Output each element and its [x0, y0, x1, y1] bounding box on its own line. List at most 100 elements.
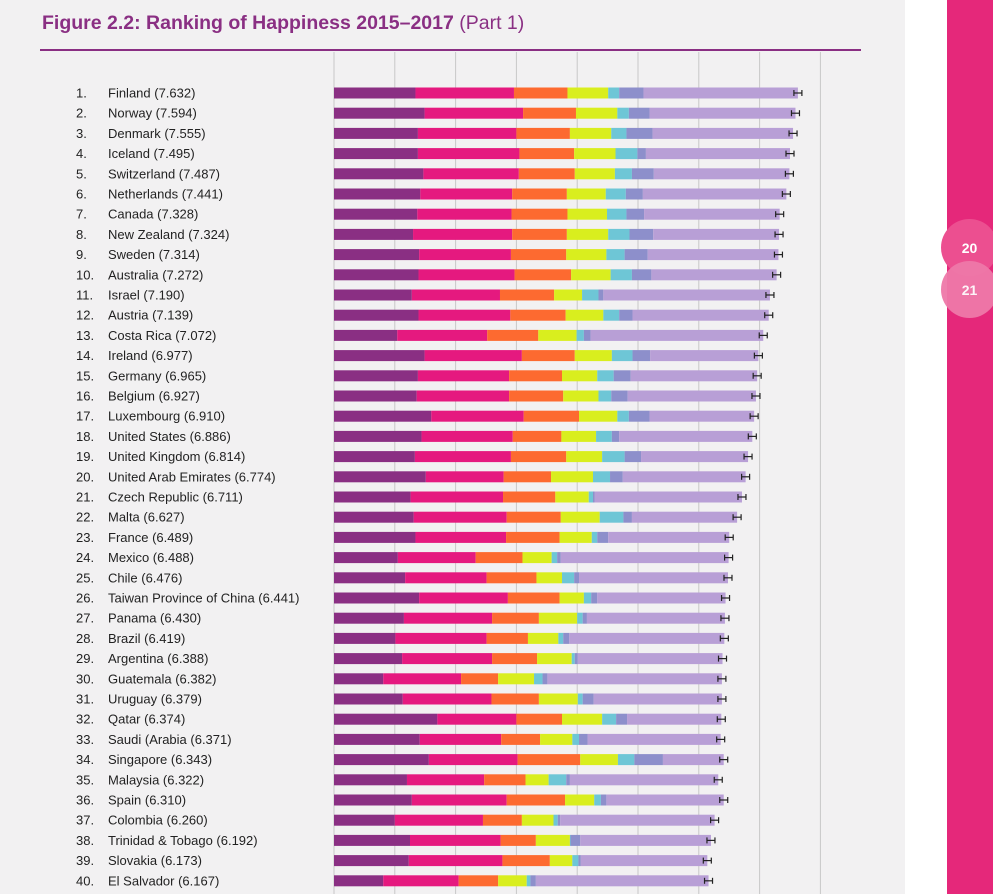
- bar-segment: [580, 754, 618, 766]
- bar-segment: [570, 834, 581, 846]
- bar-segment: [563, 390, 599, 402]
- bar-segment: [631, 168, 654, 180]
- bar-segment: [525, 774, 549, 786]
- bar-segment: [562, 713, 603, 725]
- bar-segment: [645, 148, 790, 160]
- bar-segment: [650, 350, 759, 362]
- bar-segment: [566, 249, 607, 261]
- page-side-bar: [947, 0, 993, 894]
- bar-segment: [562, 370, 598, 382]
- bar-segment: [506, 511, 561, 523]
- rank-number: 18.: [76, 429, 94, 444]
- bar-segment: [503, 491, 556, 503]
- bar-segment: [334, 632, 396, 644]
- bar-segment: [608, 531, 730, 543]
- country-label: Spain (6.310): [108, 793, 186, 808]
- bar-segment: [579, 410, 618, 422]
- bar-segment: [519, 148, 575, 160]
- bar-segment: [394, 814, 483, 826]
- bar-segment: [597, 531, 609, 543]
- bar-segment: [624, 451, 642, 463]
- bar-segment: [566, 774, 570, 786]
- bar-segment: [334, 814, 395, 826]
- bar-segment: [334, 531, 416, 543]
- rank-number: 27.: [76, 611, 94, 626]
- bar-segment: [571, 269, 611, 281]
- bar-segment: [569, 774, 719, 786]
- country-label: Qatar (6.374): [108, 712, 185, 727]
- country-label: Czech Republic (6.711): [108, 490, 243, 505]
- bar-segment: [513, 87, 568, 99]
- bar-segment: [598, 390, 612, 402]
- bar-segment: [500, 834, 536, 846]
- bar-segment: [522, 552, 552, 564]
- bar-segment: [553, 814, 558, 826]
- country-label: Panama (6.430): [108, 611, 201, 626]
- bar-segment: [395, 632, 487, 644]
- bar-segment: [606, 208, 627, 220]
- bar-segment: [574, 572, 580, 584]
- country-label: Iceland (7.495): [108, 146, 195, 161]
- bar-segment: [572, 733, 580, 745]
- bar-segment: [506, 794, 566, 806]
- bar-segment: [411, 794, 507, 806]
- bar-segment: [410, 834, 501, 846]
- bar-segment: [624, 249, 648, 261]
- rank-number: 2.: [76, 106, 87, 121]
- bar-segment: [593, 693, 722, 705]
- bar-segment: [597, 592, 726, 604]
- rank-number: 4.: [76, 146, 87, 161]
- bar-segment: [563, 632, 570, 644]
- bar-segment: [617, 107, 629, 119]
- rank-number: 39.: [76, 853, 94, 868]
- bar-segment: [491, 693, 539, 705]
- rank-number: 30.: [76, 671, 94, 686]
- bar-segment: [534, 673, 543, 685]
- bar-segment: [334, 148, 418, 160]
- bar-segment: [594, 491, 742, 503]
- bar-segment: [625, 188, 643, 200]
- rank-number: 26.: [76, 591, 94, 606]
- bar-segment: [509, 370, 562, 382]
- bar-segment: [632, 350, 651, 362]
- bar-segment: [516, 127, 570, 139]
- bar-segment: [560, 511, 600, 523]
- bar-segment: [611, 430, 620, 442]
- bar-segment: [334, 309, 419, 321]
- bar-segment: [334, 249, 420, 261]
- bar-segment: [383, 875, 459, 887]
- rank-number: 34.: [76, 752, 94, 767]
- rank-number: 35.: [76, 772, 94, 787]
- bar-segment: [509, 390, 564, 402]
- bar-segment: [644, 208, 780, 220]
- bar-segment: [642, 188, 787, 200]
- rank-number: 24.: [76, 550, 94, 565]
- bar-segment: [567, 208, 607, 220]
- bar-segment: [334, 451, 415, 463]
- country-label: Chile (6.476): [108, 570, 182, 585]
- country-label: Belgium (6.927): [108, 389, 200, 404]
- bar-segment: [619, 87, 644, 99]
- bar-segment: [566, 188, 606, 200]
- country-label: Malta (6.627): [108, 510, 185, 525]
- rank-number: 23.: [76, 530, 94, 545]
- rank-number: 38.: [76, 833, 94, 848]
- country-label: Canada (7.328): [108, 207, 198, 222]
- country-label: United States (6.886): [108, 429, 231, 444]
- bar-segment: [631, 269, 652, 281]
- bar-segment: [423, 168, 519, 180]
- bar-segment: [613, 370, 631, 382]
- bar-segment: [551, 552, 558, 564]
- bar-segment: [597, 370, 614, 382]
- page-number-badge[interactable]: 21: [941, 261, 993, 318]
- bar-segment: [334, 289, 412, 301]
- country-label: Norway (7.594): [108, 106, 197, 121]
- bar-segment: [425, 471, 504, 483]
- bar-segment: [582, 693, 594, 705]
- bar-segment: [461, 673, 499, 685]
- bar-segment: [334, 430, 422, 442]
- country-label: Germany (6.965): [108, 368, 206, 383]
- bar-segment: [486, 632, 528, 644]
- country-label: El Salvador (6.167): [108, 873, 219, 888]
- bar-segment: [487, 329, 539, 341]
